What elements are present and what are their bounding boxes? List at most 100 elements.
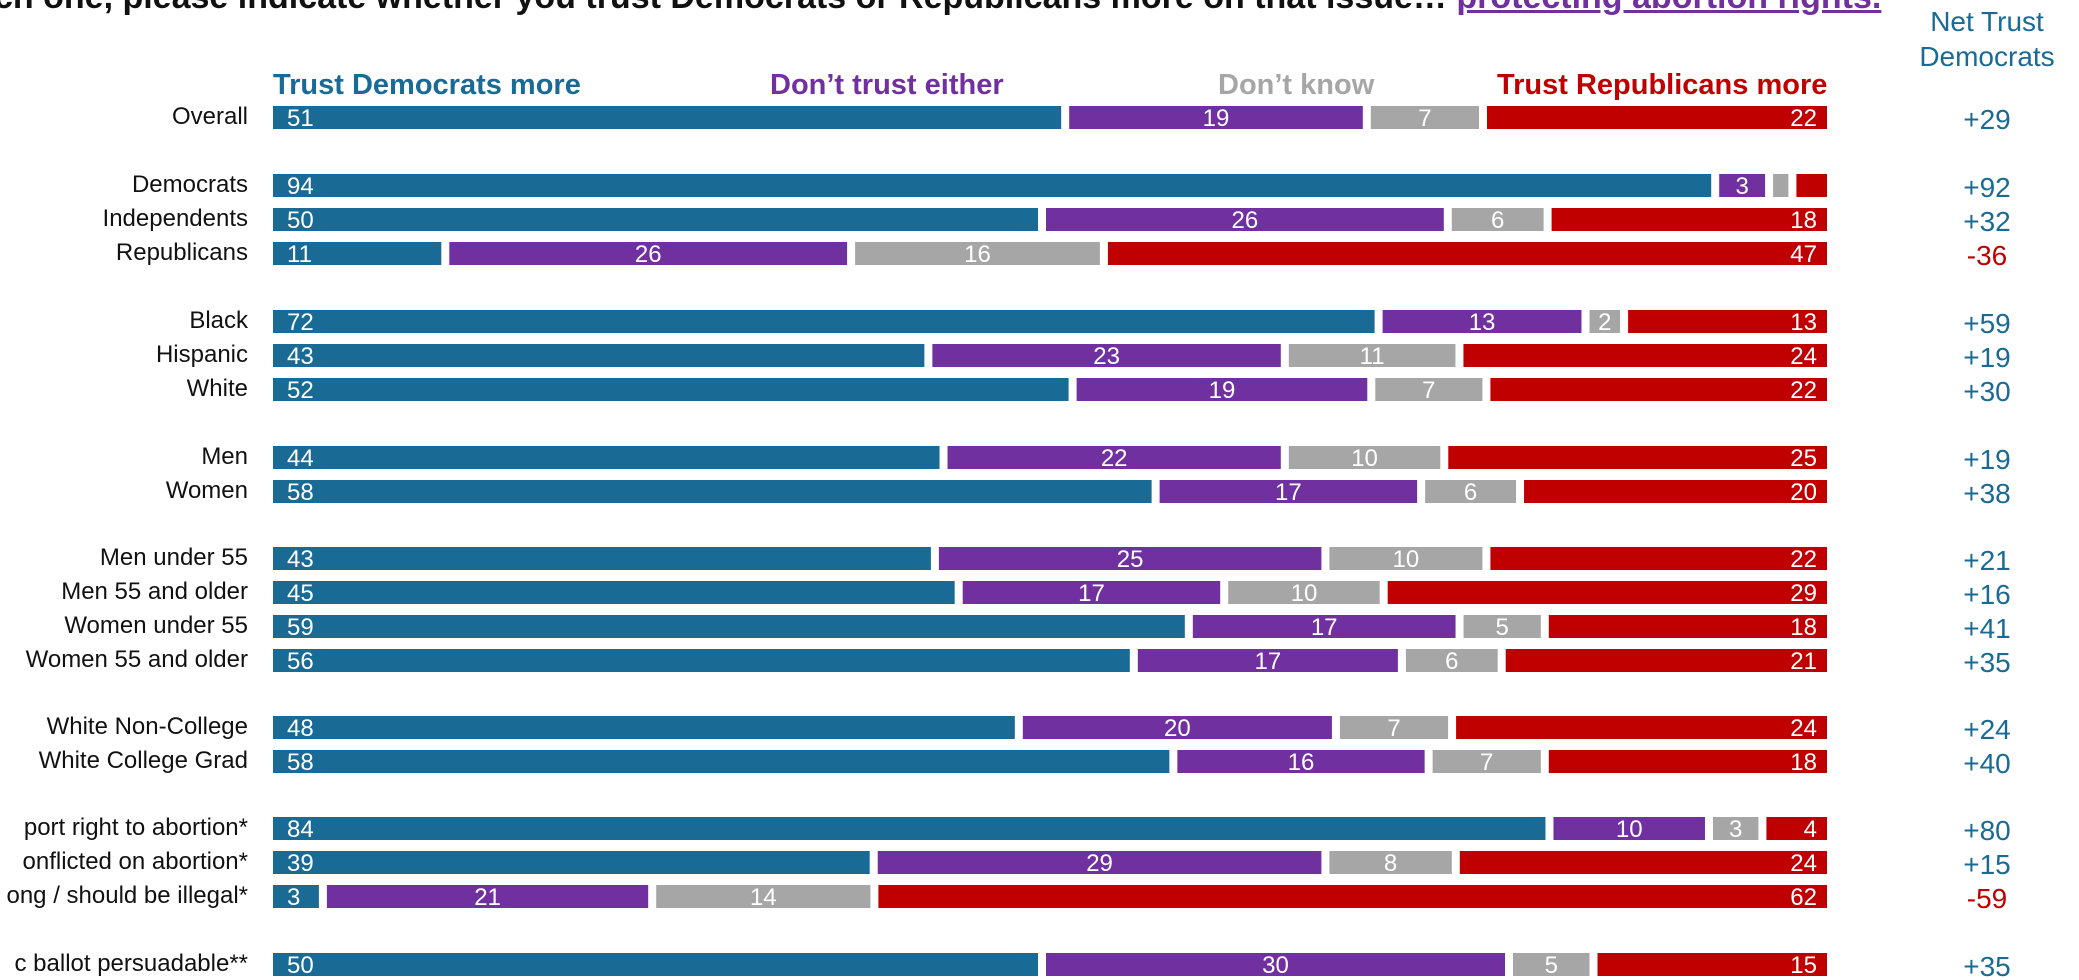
- legend-item: Don’t know: [1218, 69, 1375, 101]
- bar-segment: [1628, 310, 1827, 333]
- bar-segment: [1553, 817, 1705, 840]
- bar-segment: [947, 446, 1281, 469]
- net-trust-value: +24: [1963, 714, 2011, 745]
- bar-segment: [273, 344, 925, 367]
- legend-item: Don’t trust either: [770, 69, 1004, 101]
- net-trust-value: +15: [1963, 849, 2011, 880]
- bar-segment: [1448, 446, 1827, 469]
- net-trust-value: +59: [1963, 308, 2011, 339]
- bar-segment: [1046, 208, 1444, 231]
- bar-data-label: 29: [1790, 580, 1817, 607]
- bar-segment: [1228, 581, 1380, 604]
- bar-segment: [1597, 953, 1827, 976]
- net-trust-header: Democrats: [1919, 41, 2054, 72]
- row-label: Independents: [103, 205, 248, 232]
- net-trust-value: +16: [1963, 579, 2011, 610]
- bar-segment: [1076, 378, 1368, 401]
- row-label: Women under 55: [64, 612, 248, 639]
- bar-data-label: 72: [287, 309, 314, 336]
- row-label: Hispanic: [156, 341, 248, 368]
- bar-data-label: 3: [287, 884, 300, 911]
- bar-data-label: 3: [1735, 173, 1748, 200]
- bar-segment: [1137, 649, 1398, 672]
- bar-data-label: 39: [287, 850, 314, 877]
- bar-data-label: 24: [1790, 850, 1817, 877]
- bar-data-label: 10: [1616, 816, 1643, 843]
- bar-data-label: 58: [287, 749, 314, 776]
- bar-segment: [1329, 851, 1452, 874]
- bar-segment: [273, 378, 1069, 401]
- net-trust-value: +40: [1963, 748, 2011, 779]
- bar-data-label: 6: [1464, 479, 1477, 506]
- bar-segment: [1459, 851, 1827, 874]
- bar-data-label: 50: [287, 207, 314, 234]
- bar-segment: [1513, 953, 1590, 976]
- bar-data-label: 2: [1598, 309, 1611, 336]
- bar-data-label: 19: [1209, 377, 1236, 404]
- bar-data-label: 25: [1117, 546, 1144, 573]
- bar-segment: [1456, 716, 1827, 739]
- bar-segment: [273, 750, 1170, 773]
- bar-segment: [1548, 615, 1827, 638]
- bar-segment: [1069, 106, 1363, 129]
- bar-data-label: 43: [287, 546, 314, 573]
- bar-data-label: 7: [1422, 377, 1435, 404]
- bar-data-label: 94: [287, 173, 314, 200]
- bar-segment: [273, 649, 1130, 672]
- bar-data-label: 13: [1790, 309, 1817, 336]
- net-trust-value: -59: [1967, 883, 2007, 914]
- row-label: White: [187, 375, 248, 402]
- bar-data-label: 48: [287, 715, 314, 742]
- row-label: port right to abortion*: [24, 814, 248, 841]
- bar-data-label: 20: [1790, 479, 1817, 506]
- bar-segment: [962, 581, 1221, 604]
- bar-data-label: 10: [1291, 580, 1318, 607]
- bar-data-label: 44: [287, 445, 314, 472]
- bar-segment: [449, 242, 848, 265]
- bar-segment: [273, 885, 319, 908]
- bar-data-label: 14: [750, 884, 777, 911]
- row-label: c ballot persuadable**: [15, 950, 249, 977]
- bar-segment: [1192, 615, 1456, 638]
- bar-segment: [1773, 174, 1789, 197]
- bar-data-label: 22: [1790, 377, 1817, 404]
- bar-segment: [1551, 208, 1827, 231]
- bar-segment: [1375, 378, 1483, 401]
- row-label: Overall: [172, 103, 248, 130]
- bar-data-label: 26: [635, 241, 662, 268]
- net-trust-value: +35: [1963, 647, 2011, 678]
- bar-segment: [932, 344, 1281, 367]
- bar-segment: [1766, 817, 1827, 840]
- bar-data-label: 4: [1804, 816, 1817, 843]
- question-prefix: ch one, please indicate whether you trus…: [0, 0, 1456, 16]
- bar-segment: [938, 547, 1322, 570]
- bar-data-label: 24: [1790, 715, 1817, 742]
- net-trust-value: +19: [1963, 342, 2011, 373]
- bar-segment: [1451, 208, 1544, 231]
- bar-segment: [1463, 615, 1541, 638]
- bar-data-label: 29: [1086, 850, 1113, 877]
- bar-data-label: 17: [1275, 479, 1302, 506]
- bar-segment: [273, 851, 870, 874]
- bar-segment: [273, 817, 1546, 840]
- net-trust-value: +80: [1963, 815, 2011, 846]
- bar-data-label: 8: [1384, 850, 1397, 877]
- net-trust-value: +21: [1963, 545, 2011, 576]
- bar-segment: [273, 242, 442, 265]
- bar-segment: [1288, 446, 1441, 469]
- bar-segment: [1490, 378, 1827, 401]
- net-trust-value: +92: [1963, 172, 2011, 203]
- bar-segment: [1719, 174, 1766, 197]
- bar-segment: [1339, 716, 1449, 739]
- bar-data-label: 45: [287, 580, 314, 607]
- row-label: ong / should be illegal*: [6, 882, 248, 909]
- bar-data-label: 11: [287, 241, 312, 268]
- bar-data-label: 7: [1480, 749, 1493, 776]
- bar-segment: [877, 851, 1322, 874]
- bar-data-label: 84: [287, 816, 314, 843]
- bar-data-label: 5: [1496, 614, 1509, 641]
- bar-segment: [1329, 547, 1483, 570]
- bar-data-label: 21: [474, 884, 501, 911]
- legend-item: Trust Republicans more: [1497, 69, 1827, 101]
- bar-data-label: 56: [287, 648, 314, 675]
